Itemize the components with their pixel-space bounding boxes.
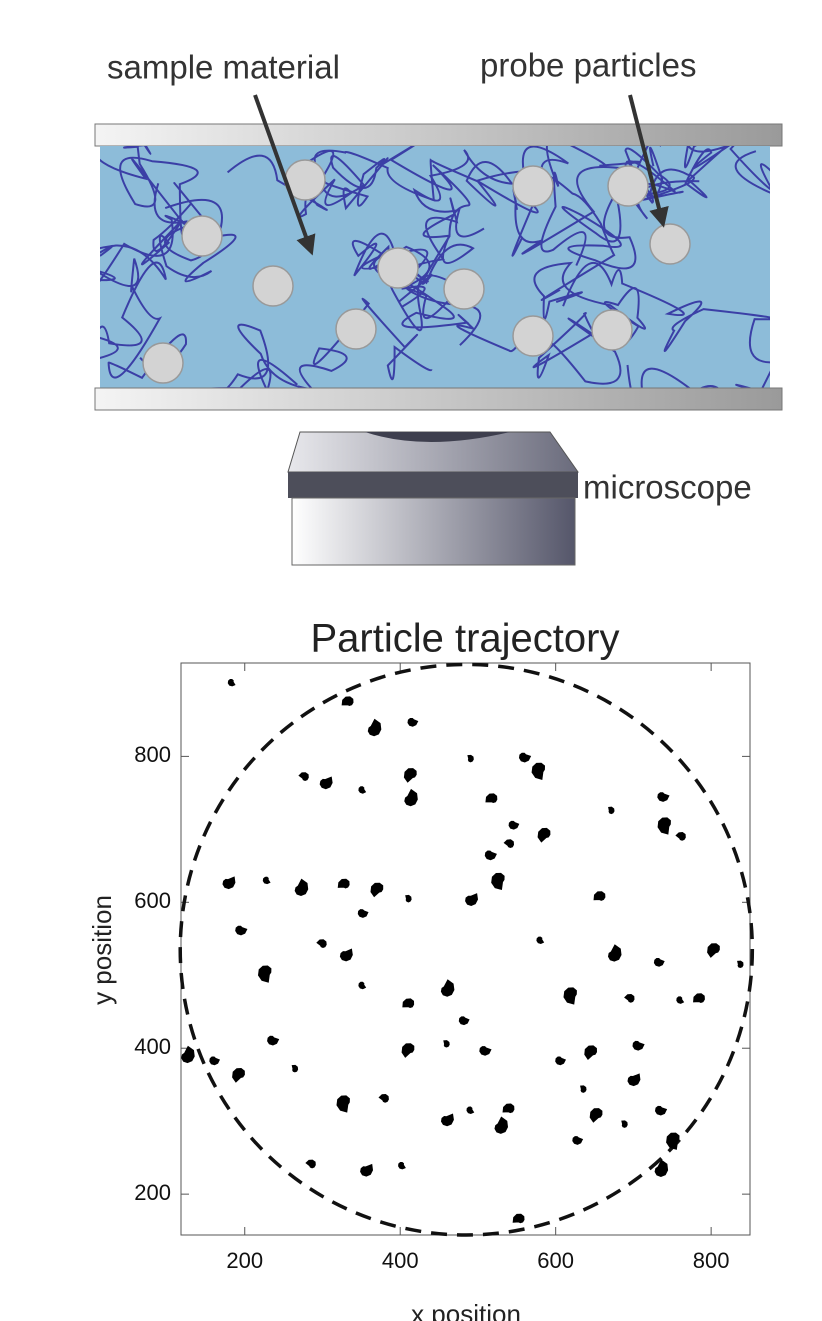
trajectory xyxy=(406,896,411,902)
trajectory xyxy=(581,1086,586,1092)
figure: sample material probe particles microsco… xyxy=(0,0,822,1321)
y-tick-label: 600 xyxy=(134,888,171,913)
microscope-body xyxy=(292,498,575,565)
stage xyxy=(288,472,578,498)
trajectory xyxy=(292,1066,297,1072)
bead xyxy=(444,269,484,309)
plot-frame xyxy=(181,663,750,1235)
bead xyxy=(592,310,632,350)
trajectory xyxy=(609,807,614,813)
bead xyxy=(378,248,418,288)
label: sample material xyxy=(107,49,340,86)
x-tick-label: 800 xyxy=(693,1248,730,1273)
label: probe particles xyxy=(480,47,696,84)
bead xyxy=(608,166,648,206)
bead xyxy=(182,216,222,256)
trajectory xyxy=(622,1121,627,1127)
top-plate xyxy=(95,124,782,146)
bottom-plate xyxy=(95,388,782,410)
x-axis-label: x position xyxy=(411,1299,521,1321)
label: microscope xyxy=(583,469,752,506)
bead xyxy=(336,309,376,349)
trajectory xyxy=(468,756,473,762)
sample-diagram: sample material probe particles microsco… xyxy=(77,47,782,565)
bead xyxy=(253,266,293,306)
trajectory xyxy=(444,1041,449,1047)
bead xyxy=(650,224,690,264)
chart-title: Particle trajectory xyxy=(311,617,620,661)
y-tick-label: 200 xyxy=(134,1180,171,1205)
trajectory-chart: Particle trajectory x position y positio… xyxy=(87,617,752,1321)
y-axis-label: y position xyxy=(87,895,117,1005)
y-tick-label: 800 xyxy=(134,742,171,767)
trajectory xyxy=(738,961,743,967)
bead xyxy=(513,166,553,206)
page: {"diagram": {"labels": ["sample material… xyxy=(0,0,822,1321)
bead xyxy=(143,343,183,383)
x-tick-label: 600 xyxy=(537,1248,574,1273)
y-tick-label: 400 xyxy=(134,1034,171,1059)
bead xyxy=(513,316,553,356)
x-tick-label: 400 xyxy=(382,1248,419,1273)
x-tick-label: 200 xyxy=(226,1248,263,1273)
